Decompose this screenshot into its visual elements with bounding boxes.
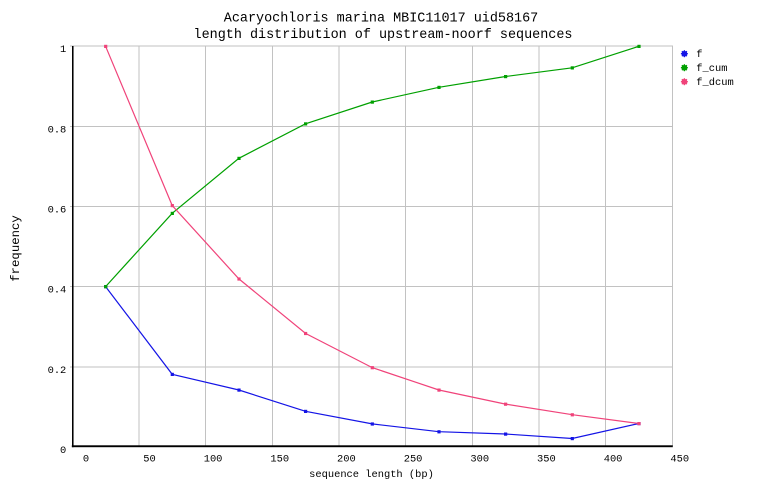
svg-text:length distribution of upstrea: length distribution of upstream-noorf se…: [194, 28, 573, 43]
svg-text:0.4: 0.4: [48, 285, 67, 297]
svg-text:f_cum: f_cum: [696, 63, 727, 75]
svg-text:0: 0: [83, 454, 89, 466]
svg-text:300: 300: [470, 454, 489, 466]
svg-text:250: 250: [404, 454, 423, 466]
svg-text:450: 450: [670, 454, 689, 466]
svg-text:350: 350: [537, 454, 556, 466]
svg-text:frequency: frequency: [9, 215, 23, 281]
svg-text:Acaryochloris marina MBIC11017: Acaryochloris marina MBIC11017 uid58167: [224, 11, 539, 26]
svg-text:150: 150: [270, 454, 289, 466]
svg-text:50: 50: [143, 454, 155, 466]
svg-text:400: 400: [604, 454, 623, 466]
svg-text:0.8: 0.8: [48, 124, 67, 136]
svg-text:sequence length (bp): sequence length (bp): [309, 469, 434, 481]
svg-text:200: 200: [337, 454, 356, 466]
svg-text:0: 0: [60, 445, 66, 457]
svg-text:f: f: [696, 49, 702, 61]
svg-text:1: 1: [60, 44, 66, 56]
svg-text:f_dcum: f_dcum: [696, 77, 733, 89]
svg-text:100: 100: [204, 454, 223, 466]
svg-text:0.2: 0.2: [48, 365, 67, 377]
svg-text:0.6: 0.6: [48, 205, 67, 217]
